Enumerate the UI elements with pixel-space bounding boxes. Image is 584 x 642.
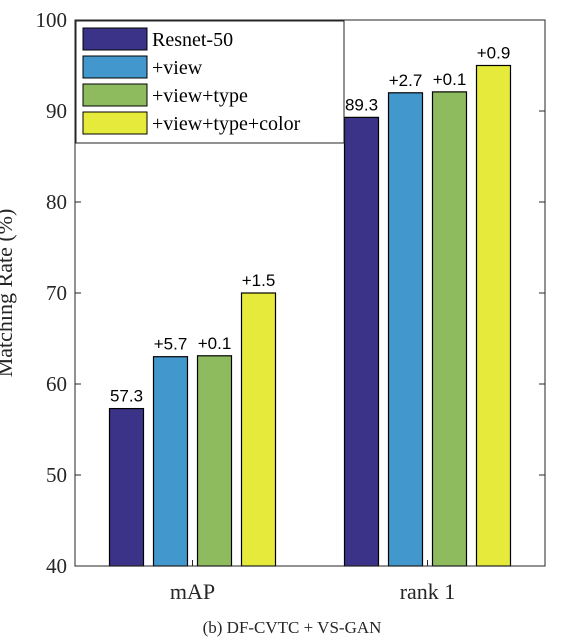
bar--view-rank-1 bbox=[389, 93, 423, 566]
bar--view-type-color-rank-1 bbox=[477, 66, 511, 567]
figure-caption: (b) DF-CVTC + VS-GAN bbox=[203, 618, 382, 637]
bar-resnet-50-map bbox=[110, 409, 144, 566]
y-tick-label: 70 bbox=[46, 281, 67, 305]
legend: Resnet-50 +view +view+type +view+type+color bbox=[76, 21, 344, 143]
bar--view-type-rank-1 bbox=[433, 92, 467, 566]
bar--view-type-color-map bbox=[242, 293, 276, 566]
legend-label: +view+type+color bbox=[152, 113, 301, 135]
bar-value-label: +0.1 bbox=[433, 70, 467, 89]
x-tick-label: rank 1 bbox=[400, 579, 456, 604]
bar-value-label: +0.9 bbox=[477, 44, 511, 63]
legend-swatch bbox=[83, 112, 147, 134]
x-tick-label: mAP bbox=[170, 579, 215, 604]
bar-value-label: +0.1 bbox=[198, 334, 232, 353]
y-tick-label: 100 bbox=[36, 8, 68, 32]
y-tick-label: 40 bbox=[46, 554, 67, 578]
legend-label: +view+type bbox=[152, 85, 248, 107]
y-tick-label: 60 bbox=[46, 372, 67, 396]
legend-swatch bbox=[83, 84, 147, 106]
legend-label: +view bbox=[152, 57, 203, 79]
bar-value-label: +1.5 bbox=[242, 271, 276, 290]
y-tick-label: 90 bbox=[46, 99, 67, 123]
bar-resnet-50-rank-1 bbox=[345, 117, 379, 566]
y-axis-label: Matching Rate (%) bbox=[0, 209, 17, 378]
legend-swatch bbox=[83, 56, 147, 78]
legend-label: Resnet-50 bbox=[152, 29, 233, 51]
bar--view-type-map bbox=[198, 356, 232, 566]
bar--view-map bbox=[154, 357, 188, 566]
y-tick-label: 80 bbox=[46, 190, 67, 214]
bar-value-label: 57.3 bbox=[110, 387, 143, 406]
bar-value-label: +5.7 bbox=[154, 335, 188, 354]
bar-value-label: 89.3 bbox=[345, 95, 378, 114]
bar-value-label: +2.7 bbox=[389, 71, 423, 90]
y-tick-label: 50 bbox=[46, 463, 67, 487]
legend-swatch bbox=[83, 28, 147, 50]
